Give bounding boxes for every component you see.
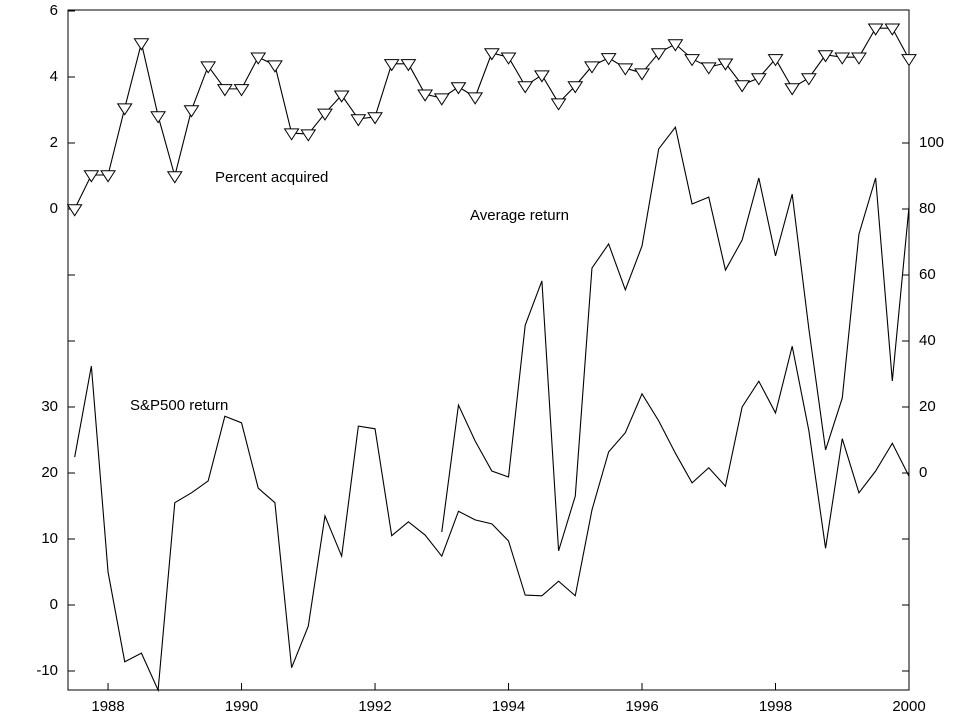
marker xyxy=(383,59,400,72)
y-tick-label: -10 xyxy=(36,662,58,679)
marker xyxy=(300,129,317,142)
y-tick-label: 0 xyxy=(50,200,58,217)
marker xyxy=(450,82,467,95)
marker xyxy=(133,38,150,51)
marker xyxy=(150,111,167,124)
marker xyxy=(884,23,901,36)
marker xyxy=(116,103,133,116)
series-label: Percent acquired xyxy=(215,169,328,186)
marker xyxy=(233,84,250,97)
y-tick-label: 30 xyxy=(41,398,58,415)
marker xyxy=(333,90,350,103)
marker xyxy=(83,170,100,183)
series-label: S&P500 return xyxy=(130,397,228,414)
series-line xyxy=(74,346,910,693)
marker xyxy=(784,83,801,96)
y2-tick-label: 60 xyxy=(919,266,936,283)
y2-tick-label: 100 xyxy=(919,134,944,151)
marker xyxy=(867,23,884,36)
y-tick-label: 4 xyxy=(50,68,58,85)
marker xyxy=(216,84,233,97)
marker xyxy=(700,62,717,75)
marker xyxy=(817,50,834,63)
x-tick-label: 1996 xyxy=(625,698,658,715)
y2-tick-label: 0 xyxy=(919,464,927,481)
marker xyxy=(266,60,283,73)
marker xyxy=(600,53,617,66)
marker xyxy=(483,48,500,61)
x-tick-label: 1990 xyxy=(225,698,258,715)
y-tick-label: 6 xyxy=(50,2,58,19)
marker xyxy=(767,54,784,67)
x-tick-label: 1988 xyxy=(91,698,124,715)
marker xyxy=(200,61,217,74)
marker xyxy=(800,73,817,86)
marker xyxy=(100,170,116,183)
x-tick-label: 1998 xyxy=(759,698,792,715)
marker xyxy=(367,112,383,125)
marker xyxy=(584,61,600,74)
marker xyxy=(567,81,584,94)
marker xyxy=(734,80,751,93)
marker xyxy=(617,63,634,76)
x-tick-label: 2000 xyxy=(892,698,925,715)
marker xyxy=(467,92,484,105)
marker xyxy=(684,54,700,67)
x-tick-label: 1992 xyxy=(358,698,391,715)
marker xyxy=(634,68,650,81)
marker xyxy=(901,54,917,67)
marker xyxy=(66,204,83,217)
marker xyxy=(500,52,517,65)
y-tick-label: 10 xyxy=(41,530,58,547)
series-line xyxy=(441,125,910,552)
marker xyxy=(183,105,200,118)
marker xyxy=(834,52,851,65)
marker xyxy=(667,39,684,52)
marker xyxy=(717,58,734,71)
y-tick-label: 0 xyxy=(50,596,58,613)
marker xyxy=(750,73,767,86)
y2-tick-label: 80 xyxy=(919,200,936,217)
marker xyxy=(350,114,367,127)
marker xyxy=(400,59,417,72)
y-tick-label: 2 xyxy=(50,134,58,151)
y2-tick-label: 20 xyxy=(919,398,936,415)
marker xyxy=(283,128,300,141)
marker xyxy=(550,98,567,111)
marker xyxy=(166,171,183,184)
marker xyxy=(533,70,550,83)
plot-frame xyxy=(67,9,910,691)
series-label: Average return xyxy=(470,207,569,224)
marker xyxy=(433,93,450,106)
marker xyxy=(417,89,434,102)
marker xyxy=(650,48,667,61)
marker xyxy=(517,81,534,94)
y2-tick-label: 40 xyxy=(919,332,936,349)
marker xyxy=(250,52,267,65)
x-tick-label: 1994 xyxy=(492,698,525,715)
y-tick-label: 20 xyxy=(41,464,58,481)
marker xyxy=(317,108,333,121)
marker xyxy=(851,52,867,65)
